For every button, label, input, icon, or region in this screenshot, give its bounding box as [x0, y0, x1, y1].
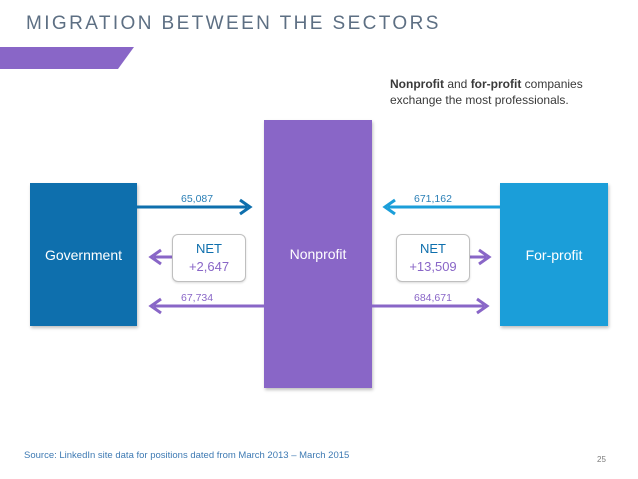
- note-bold-nonprofit: Nonprofit: [390, 77, 444, 91]
- arrow-nonprofit-to-forprofit: [372, 297, 490, 315]
- note-text-1: and: [443, 77, 471, 91]
- flow-gov-to-nonprofit-value: 65,087: [181, 193, 214, 205]
- callout-note: Nonprofit and for-profit companies excha…: [390, 76, 620, 108]
- nonprofit-box: Nonprofit: [264, 120, 372, 388]
- arrow-forprofit-to-nonprofit: [382, 198, 500, 216]
- flow-nonprofit-to-gov-value: 67,734: [181, 292, 214, 304]
- net-box-gov-nonprofit: NET +2,647: [172, 234, 246, 282]
- note-bold-forprofit: for-profit: [470, 77, 522, 91]
- forprofit-box: For-profit: [500, 183, 608, 326]
- page-number: 25: [597, 455, 606, 464]
- net-label: NET: [420, 241, 446, 256]
- flow-nonprofit-to-forprofit-value: 684,671: [414, 292, 452, 304]
- net-label: NET: [196, 241, 222, 256]
- government-label: Government: [44, 246, 123, 263]
- title-accent-bar: [0, 47, 134, 69]
- nonprofit-label: Nonprofit: [289, 246, 347, 262]
- net-arrow-right: [469, 248, 492, 266]
- net-value: +2,647: [188, 259, 230, 274]
- page-title: MIGRATION BETWEEN THE SECTORS: [26, 13, 441, 34]
- flow-forprofit-to-nonprofit-value: 671,162: [414, 193, 452, 205]
- note-text-2: companies exchange the most professional…: [390, 77, 583, 107]
- government-box: Government: [30, 183, 137, 326]
- net-value: +13,509: [409, 259, 457, 274]
- net-box-forprofit-nonprofit: NET +13,509: [396, 234, 470, 282]
- arrow-nonprofit-to-gov: [148, 297, 264, 315]
- source-note: Source: LinkedIn site data for positions…: [24, 450, 350, 461]
- forprofit-label: For-profit: [525, 246, 583, 263]
- net-arrow-left: [148, 248, 172, 266]
- arrow-gov-to-nonprofit: [137, 198, 253, 216]
